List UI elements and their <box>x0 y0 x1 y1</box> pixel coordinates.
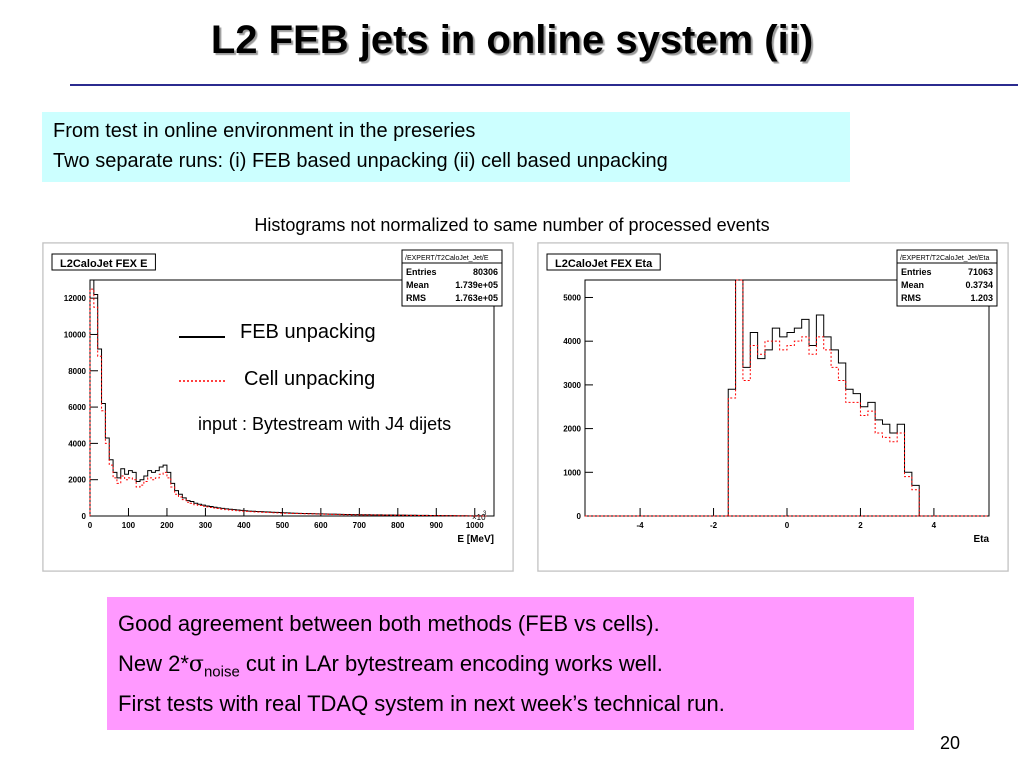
histogram-title-box <box>546 253 661 271</box>
stats-value: 1.203 <box>970 293 993 303</box>
x-multiplier-exponent: 3 <box>483 511 487 517</box>
intro-box: From test in online environment in the p… <box>42 112 850 182</box>
x-axis-label: E [MeV] <box>457 534 494 545</box>
conclusion-line-2: New 2*σnoise cut in LAr bytestream encod… <box>118 651 663 680</box>
conclusion-line-2-post: cut in LAr bytestream encoding works wel… <box>239 651 663 676</box>
stats-title: /EXPERT/T2CaloJet_Jet/E <box>405 255 489 262</box>
y-tick-label: 3000 <box>563 381 581 390</box>
x-tick-label: 1000 <box>466 521 484 530</box>
x-tick-label: 0 <box>785 521 790 530</box>
stats-value: 0.3734 <box>965 280 993 290</box>
legend-cell-label: Cell unpacking <box>236 362 384 396</box>
x-tick-label: 4 <box>932 521 937 530</box>
histogram-eta: L2CaloJet FEX Eta/EXPERT/T2CaloJet_Jet/E… <box>537 242 1009 572</box>
y-tick-label: 1000 <box>563 468 581 477</box>
y-tick-label: 0 <box>82 512 87 521</box>
stats-box <box>401 249 503 307</box>
x-tick-label: 400 <box>237 521 251 530</box>
y-tick-label: 12000 <box>64 294 87 303</box>
sigma-subscript: noise <box>203 663 240 681</box>
legend-line-samples <box>179 336 225 382</box>
title-divider <box>70 84 1018 86</box>
y-tick-label: 4000 <box>563 337 581 346</box>
conclusion-line-2-pre: New 2* <box>118 651 189 676</box>
stats-label: RMS <box>406 293 426 303</box>
histogram-energy: L2CaloJet FEX E/EXPERT/T2CaloJet_Jet/E En… <box>42 242 514 572</box>
stats-value: 1.763e+05 <box>455 293 498 303</box>
y-tick-label: 10000 <box>64 330 87 339</box>
y-tick-label: 4000 <box>68 439 86 448</box>
x-multiplier: ×10 <box>472 513 486 522</box>
x-tick-label: 500 <box>276 521 290 530</box>
x-axis-label: Eta <box>973 534 989 545</box>
stats-value: 1.739e+05 <box>455 280 498 290</box>
x-tick-label: -2 <box>710 521 718 530</box>
conclusion-line-3: First tests with real TDAQ system in nex… <box>118 691 725 716</box>
histogram-title: L2CaloJet FEX Eta <box>555 258 653 270</box>
stats-label: Entries <box>406 267 437 277</box>
x-tick-label: -4 <box>637 521 645 530</box>
y-tick-label: 6000 <box>68 403 86 412</box>
conclusion-line-1: Good agreement between both methods (FEB… <box>118 611 660 636</box>
x-tick-label: 200 <box>160 521 174 530</box>
x-tick-label: 100 <box>122 521 136 530</box>
x-tick-label: 600 <box>314 521 328 530</box>
conclusion-box: Good agreement between both methods (FEB… <box>107 597 914 730</box>
legend-feb-label: FEB unpacking <box>232 315 384 349</box>
histogram-eta-panel: L2CaloJet FEX Eta/EXPERT/T2CaloJet_Jet/E… <box>537 242 1009 572</box>
stats-label: Mean <box>901 280 924 290</box>
sigma-symbol: σ <box>188 652 204 677</box>
y-tick-label: 0 <box>577 512 582 521</box>
x-tick-label: 0 <box>88 521 93 530</box>
stats-value: 71063 <box>968 267 993 277</box>
page-number: 20 <box>940 733 961 753</box>
stats-value: 80306 <box>473 267 498 277</box>
y-tick-label: 2000 <box>563 425 581 434</box>
histogram-title-box <box>51 253 156 271</box>
histogram-energy-panel: L2CaloJet FEX E/EXPERT/T2CaloJet_Jet/E En… <box>42 242 514 572</box>
y-tick-label: 8000 <box>68 367 86 376</box>
y-tick-label: 2000 <box>68 476 86 485</box>
stats-label: Entries <box>901 267 932 277</box>
intro-line-1: From test in online environment in the p… <box>53 120 476 142</box>
normalization-note: Histograms not normalized to same number… <box>254 215 770 235</box>
input-note: input : Bytestream with J4 dijets <box>198 414 452 434</box>
slide-title: L2 FEB jets in online system (ii) <box>210 18 814 62</box>
histogram-title: L2CaloJet FEX E <box>60 258 147 270</box>
stats-title: /EXPERT/T2CaloJet_Jet/Eta <box>900 255 989 262</box>
x-tick-label: 2 <box>858 521 863 530</box>
x-tick-label: 900 <box>430 521 444 530</box>
stats-box <box>896 249 998 307</box>
stats-label: Mean <box>406 280 429 290</box>
stats-label: RMS <box>901 293 921 303</box>
x-tick-label: 700 <box>353 521 367 530</box>
x-tick-label: 300 <box>199 521 213 530</box>
x-tick-label: 800 <box>391 521 405 530</box>
intro-line-2: Two separate runs: (i) FEB based unpacki… <box>53 150 668 172</box>
series-feb-unpacking <box>89 279 494 517</box>
y-tick-label: 5000 <box>563 293 581 302</box>
